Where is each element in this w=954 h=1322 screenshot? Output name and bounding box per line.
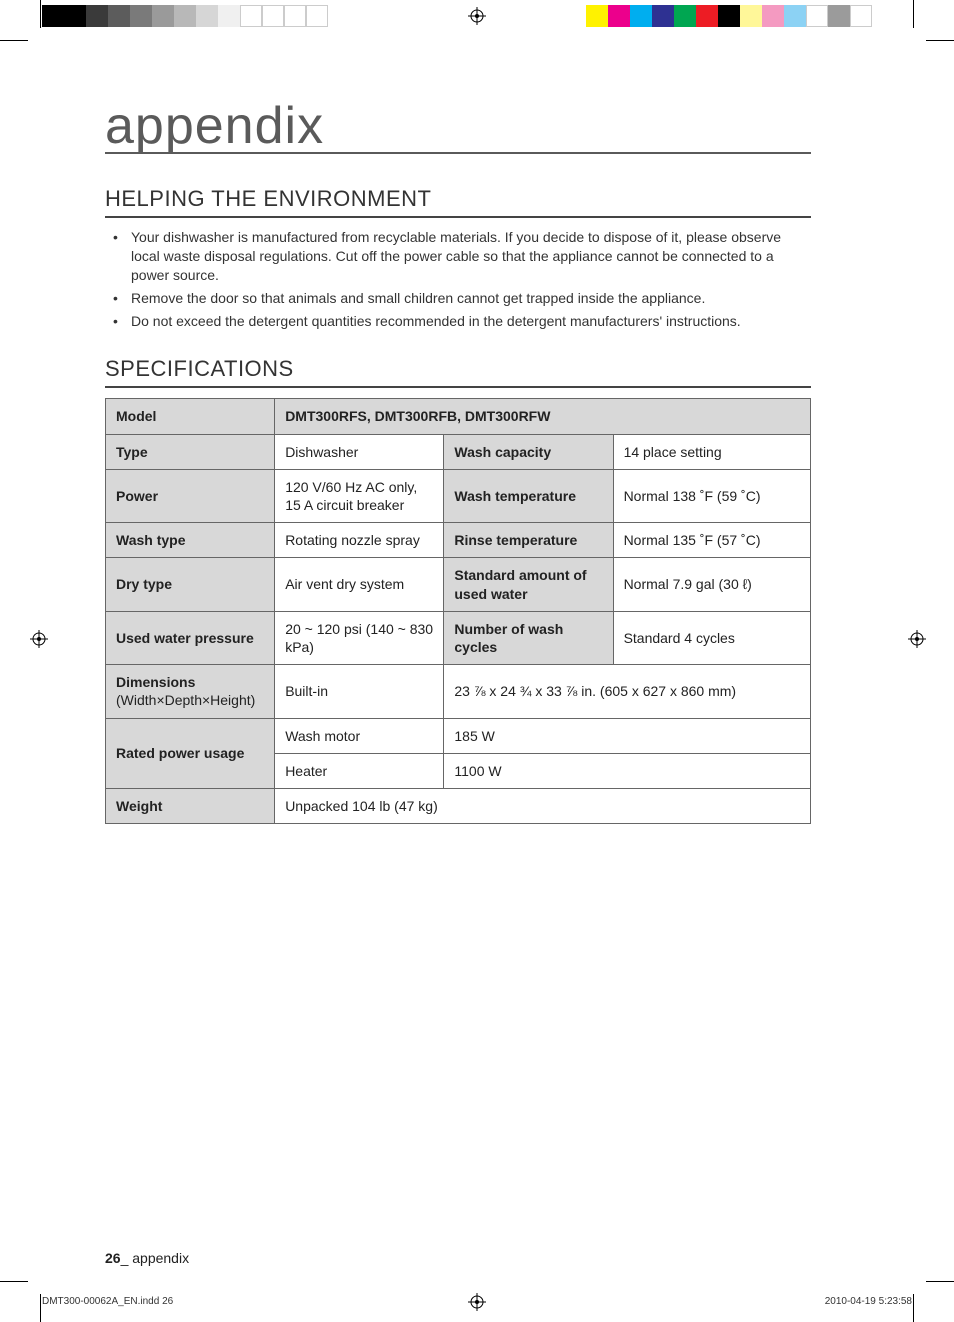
spec-value: Air vent dry system — [275, 558, 444, 611]
color-swatch — [630, 5, 652, 27]
spec-value: Unpacked 104 lb (47 kg) — [275, 788, 811, 823]
spec-label: Dry type — [106, 558, 275, 611]
spec-label: Wash capacity — [444, 434, 613, 469]
printer-color-bar-right — [586, 5, 872, 27]
color-swatch — [240, 5, 262, 27]
print-meta-left: DMT300-00062A_EN.indd 26 — [42, 1296, 173, 1307]
spec-label-text: Dimensions — [116, 674, 195, 690]
color-swatch — [674, 5, 696, 27]
page-title: appendix — [105, 100, 811, 154]
color-swatch — [174, 5, 196, 27]
spec-value: 120 V/60 Hz AC only, 15 A circuit breake… — [275, 469, 444, 522]
spec-value: Wash motor — [275, 718, 444, 753]
color-swatch — [652, 5, 674, 27]
spec-label-sub: (Width×Depth×Height) — [116, 691, 264, 709]
crop-mark — [926, 1281, 954, 1282]
page-content: appendix HELPING THE ENVIRONMENT Your di… — [105, 100, 811, 824]
spec-label: Used water pressure — [106, 611, 275, 664]
spec-value: Normal 138 ˚F (59 ˚C) — [613, 469, 810, 522]
print-meta-right: 2010-04-19 5:23:58 — [825, 1296, 912, 1307]
color-swatch — [586, 5, 608, 27]
spec-value: 14 place setting — [613, 434, 810, 469]
spec-label: Standard amount of used water — [444, 558, 613, 611]
spec-label: Weight — [106, 788, 275, 823]
registration-mark-icon — [468, 7, 486, 25]
color-swatch — [262, 5, 284, 27]
spec-value: Built-in — [275, 665, 444, 718]
page-footer-label: _ appendix — [121, 1250, 190, 1266]
spec-label: Dimensions (Width×Depth×Height) — [106, 665, 275, 718]
spec-label: Type — [106, 434, 275, 469]
color-swatch — [130, 5, 152, 27]
page-footer: 26_ appendix — [105, 1250, 189, 1266]
color-swatch — [828, 5, 850, 27]
spec-value: Normal 7.9 gal (30 ℓ) — [613, 558, 810, 611]
crop-mark — [40, 1294, 41, 1322]
printer-color-bar-left — [42, 5, 328, 27]
spec-label: Wash type — [106, 523, 275, 558]
section-heading-specifications: SPECIFICATIONS — [105, 356, 811, 388]
crop-mark — [913, 1294, 914, 1322]
color-swatch — [740, 5, 762, 27]
spec-value: Standard 4 cycles — [613, 611, 810, 664]
color-swatch — [306, 5, 328, 27]
registration-mark-icon — [908, 630, 926, 648]
spec-value: DMT300RFS, DMT300RFB, DMT300RFW — [275, 399, 811, 434]
color-swatch — [784, 5, 806, 27]
crop-mark — [40, 0, 41, 28]
color-swatch — [42, 5, 64, 27]
color-swatch — [762, 5, 784, 27]
color-swatch — [152, 5, 174, 27]
color-swatch — [718, 5, 740, 27]
section-heading-environment: HELPING THE ENVIRONMENT — [105, 186, 811, 218]
list-item: Do not exceed the detergent quantities r… — [105, 312, 811, 331]
spec-label: Rinse temperature — [444, 523, 613, 558]
color-swatch — [284, 5, 306, 27]
spec-value: Rotating nozzle spray — [275, 523, 444, 558]
spec-value: Normal 135 ˚F (57 ˚C) — [613, 523, 810, 558]
spec-label: Power — [106, 469, 275, 522]
environment-list: Your dishwasher is manufactured from rec… — [105, 228, 811, 330]
list-item: Your dishwasher is manufactured from rec… — [105, 228, 811, 285]
spec-value: 20 ~ 120 psi (140 ~ 830 kPa) — [275, 611, 444, 664]
spec-value: Dishwasher — [275, 434, 444, 469]
color-swatch — [218, 5, 240, 27]
spec-value: 1100 W — [444, 753, 811, 788]
crop-mark — [0, 40, 28, 41]
crop-mark — [913, 0, 914, 28]
color-swatch — [86, 5, 108, 27]
color-swatch — [108, 5, 130, 27]
page-number: 26 — [105, 1250, 121, 1266]
crop-mark — [926, 40, 954, 41]
registration-mark-icon — [30, 630, 48, 648]
spec-value: Heater — [275, 753, 444, 788]
color-swatch — [806, 5, 828, 27]
registration-mark-icon — [468, 1293, 486, 1311]
color-swatch — [196, 5, 218, 27]
spec-label: Model — [106, 399, 275, 434]
crop-mark — [0, 1281, 28, 1282]
specifications-table: Model DMT300RFS, DMT300RFB, DMT300RFW Ty… — [105, 398, 811, 824]
color-swatch — [850, 5, 872, 27]
spec-label: Wash temperature — [444, 469, 613, 522]
color-swatch — [64, 5, 86, 27]
color-swatch — [696, 5, 718, 27]
spec-value: 23 ⅞ x 24 ¾ x 33 ⅞ in. (605 x 627 x 860 … — [444, 665, 811, 718]
list-item: Remove the door so that animals and smal… — [105, 289, 811, 308]
spec-label: Rated power usage — [106, 718, 275, 788]
spec-label: Number of wash cycles — [444, 611, 613, 664]
spec-value: 185 W — [444, 718, 811, 753]
color-swatch — [608, 5, 630, 27]
